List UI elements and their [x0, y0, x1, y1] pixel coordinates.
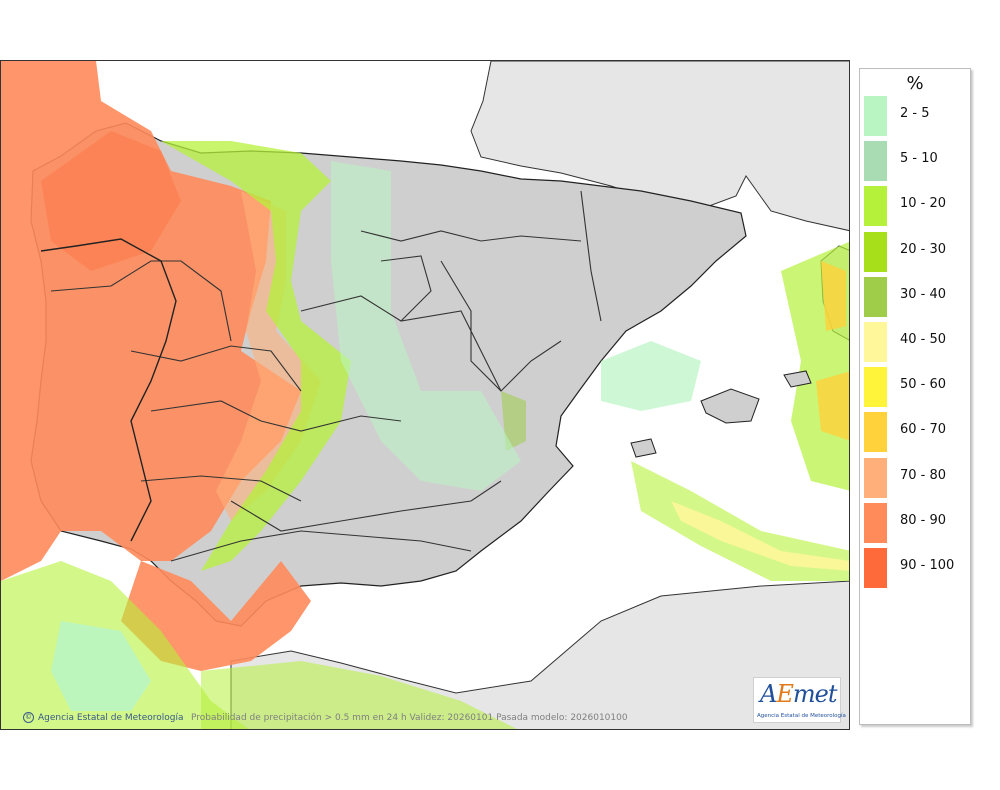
legend-label: 30 - 40 [900, 286, 947, 302]
region-borders [50, 190, 602, 562]
legend-item: 70 - 80 [864, 457, 968, 498]
forecast-map[interactable]: © Agencia Estatal de Meteorología Probab… [0, 60, 850, 730]
menorca-island [783, 370, 812, 388]
legend-swatch [864, 502, 887, 543]
legend-item: 5 - 10 [864, 140, 968, 182]
prob-light-green-med [601, 341, 701, 411]
legend-label: 20 - 30 [900, 241, 947, 257]
legend-item: 10 - 20 [864, 185, 968, 227]
legend-label: 5 - 10 [900, 151, 938, 167]
legend-swatch [864, 322, 887, 362]
legend-swatch [864, 412, 887, 453]
prob-green-valencia [501, 391, 526, 451]
credit-text: Agencia Estatal de Meteorología [38, 712, 184, 723]
legend-item: 80 - 90 [864, 502, 968, 543]
copyright-icon: © [23, 712, 34, 723]
legend-item: 60 - 70 [864, 411, 968, 453]
legend-label: 2 - 5 [900, 106, 930, 121]
prob-80-90-west [1, 61, 301, 581]
legend-label: 50 - 60 [900, 377, 947, 393]
prob-yellow-balearic [671, 501, 849, 571]
legend-panel: % 2 - 5 5 - 10 10 - 20 20 - 30 30 - 40 40 - 5… [859, 68, 971, 725]
legend-label: 60 - 70 [900, 422, 947, 438]
legend-unit: % [906, 73, 924, 94]
prob-light-green-southwest [51, 621, 151, 711]
prob-10-20-band [161, 141, 351, 571]
portugal-border [40, 238, 177, 542]
aemet-logo-mark: AEmet [760, 680, 837, 708]
map-canvas [1, 61, 849, 729]
legend-swatch [864, 457, 887, 498]
credit-line: © Agencia Estatal de Meteorología [23, 712, 184, 723]
legend-swatch [864, 548, 887, 588]
legend-label: 90 - 100 [900, 558, 955, 573]
prob-90-100-north [41, 131, 181, 271]
mallorca-island [700, 388, 760, 424]
legend-swatch [864, 367, 887, 408]
prob-green-balearic [631, 461, 849, 581]
legend-swatch [864, 141, 887, 182]
prob-orange-east [821, 261, 846, 331]
aemet-logo-subtitle: Agencia Estatal de Meteorología [757, 713, 846, 719]
legend-item: 90 - 100 [864, 547, 968, 588]
map-description: Probabilidad de precipitación > 0.5 mm e… [191, 713, 628, 723]
prob-orange-east-2 [816, 371, 849, 441]
ibiza-island [630, 438, 657, 458]
legend-swatch [864, 186, 887, 227]
legend-item: 20 - 30 [864, 231, 968, 272]
legend-swatch [864, 96, 887, 136]
aemet-logo: AEmet Agencia Estatal de Meteorología [753, 677, 846, 723]
legend-label: 40 - 50 [900, 332, 947, 347]
prob-green-alboran [201, 661, 517, 729]
legend-item: 30 - 40 [864, 276, 968, 317]
legend-swatch [864, 276, 887, 317]
legend-item: 50 - 60 [864, 366, 968, 408]
legend-label: 70 - 80 [900, 467, 947, 483]
legend-swatch [864, 231, 887, 272]
legend-item: 40 - 50 [864, 321, 968, 362]
legend-label: 10 - 20 [900, 196, 947, 212]
legend-label: 80 - 90 [900, 512, 947, 528]
legend-item: 2 - 5 [864, 95, 968, 136]
prob-light-green-center [331, 161, 521, 491]
